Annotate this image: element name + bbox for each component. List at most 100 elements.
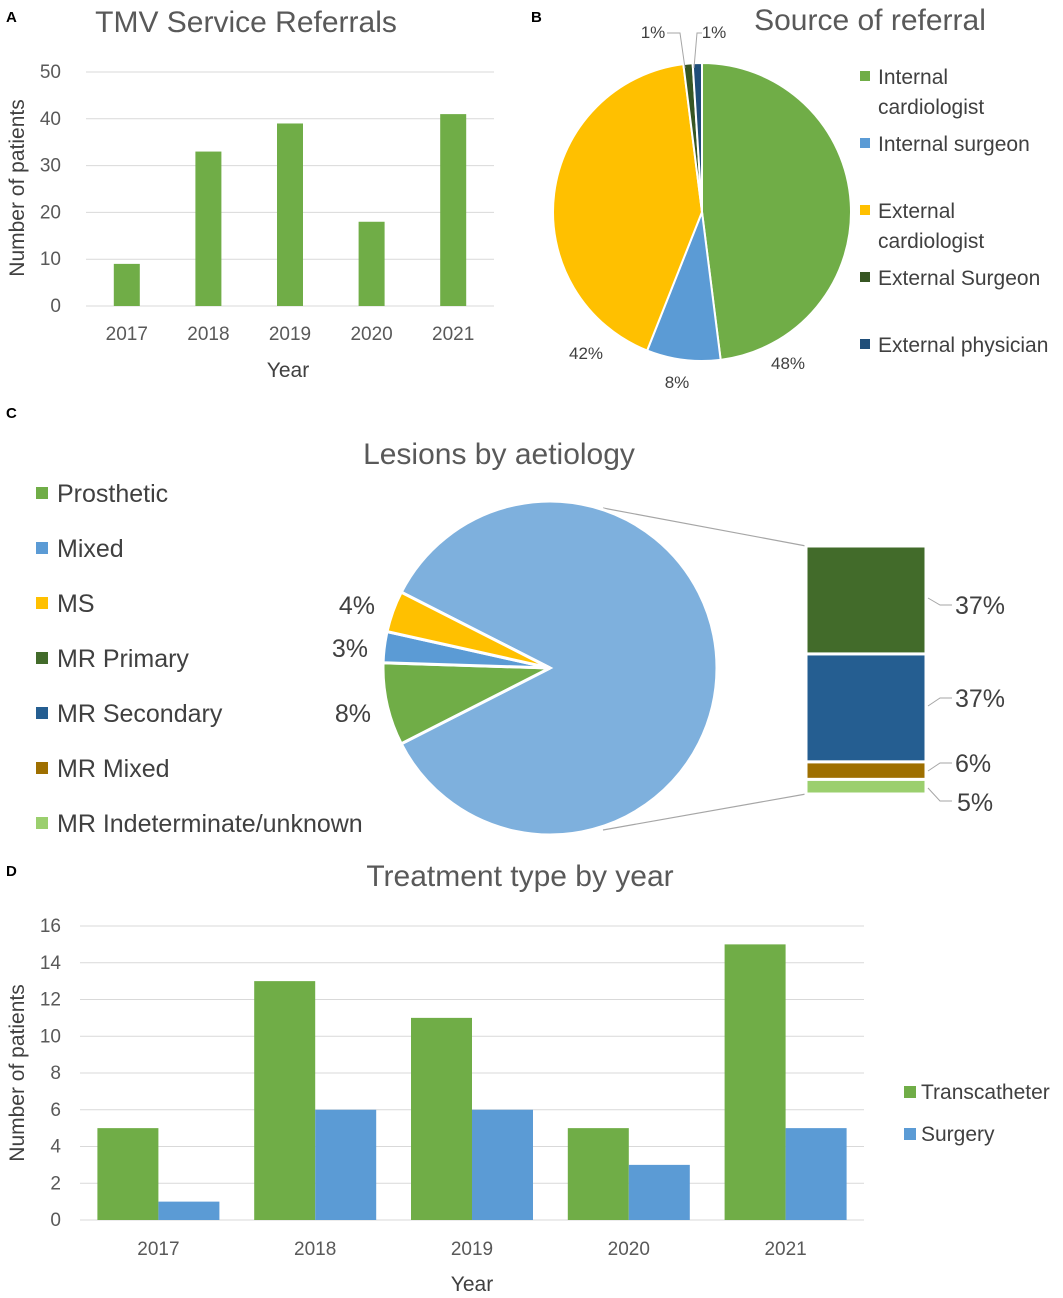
leader-line bbox=[927, 787, 952, 802]
x-tick-label: 2018 bbox=[187, 324, 229, 345]
x-tick-label: 2018 bbox=[294, 1239, 336, 1260]
legend-swatch bbox=[860, 339, 870, 349]
legend-swatch bbox=[36, 597, 48, 609]
leader-line bbox=[667, 32, 686, 69]
x-tick-label: 2017 bbox=[106, 324, 148, 345]
legend-swatch bbox=[860, 71, 870, 81]
stacked-bar-segment bbox=[804, 652, 928, 764]
bar-label: 37% bbox=[955, 685, 1005, 713]
y-tick-label: 50 bbox=[40, 62, 61, 83]
leader-line bbox=[927, 697, 952, 707]
legend-swatch bbox=[860, 138, 870, 148]
y-axis-label: Number of patients bbox=[6, 99, 29, 276]
legend-label: External Surgeon bbox=[878, 267, 1040, 290]
pie-slice-other bbox=[399, 499, 719, 837]
slice-label: 3% bbox=[332, 635, 368, 663]
legend-label: Internal surgeon bbox=[878, 133, 1030, 156]
pie-slice bbox=[701, 61, 852, 361]
panel-letter-c: C bbox=[6, 405, 17, 422]
legend-swatch bbox=[36, 762, 48, 774]
bar bbox=[411, 1017, 472, 1220]
bar bbox=[440, 114, 467, 307]
chart-title: Lesions by aetiology bbox=[363, 438, 635, 471]
x-axis-label: Year bbox=[267, 359, 309, 382]
panel-a-chart: TMV Service Referrals 0 10 20 30 40 50 2017 20… bbox=[6, 6, 494, 382]
chart-title: Treatment type by year bbox=[366, 860, 673, 893]
x-axis-label: Year bbox=[451, 1273, 493, 1296]
bar-label: 37% bbox=[955, 592, 1005, 620]
slice-label: 1% bbox=[702, 23, 727, 42]
y-tick-label: 10 bbox=[40, 1026, 61, 1047]
legend-swatch bbox=[904, 1128, 916, 1140]
y-tick-label: 10 bbox=[40, 249, 61, 270]
legend-label: Transcatheter bbox=[921, 1081, 1050, 1104]
leader-line bbox=[927, 597, 952, 606]
stacked-bar-segment bbox=[804, 777, 928, 796]
bar bbox=[195, 151, 222, 306]
legend-label: cardiologist bbox=[878, 96, 984, 119]
bar bbox=[158, 1201, 220, 1220]
slice-label: 8% bbox=[335, 700, 371, 728]
legend-swatch bbox=[860, 272, 870, 282]
stacked-bar-segment bbox=[804, 760, 928, 781]
legend-swatch bbox=[36, 817, 48, 829]
legend-swatch bbox=[36, 542, 48, 554]
legend-label: External physician bbox=[878, 334, 1048, 357]
legend-label: MS bbox=[57, 590, 95, 618]
legend-swatch bbox=[36, 487, 48, 499]
x-tick-label: 2020 bbox=[608, 1239, 650, 1260]
x-tick-label: 2020 bbox=[350, 324, 392, 345]
y-tick-label: 6 bbox=[50, 1100, 61, 1121]
bar bbox=[628, 1164, 690, 1220]
legend-label: External bbox=[878, 200, 955, 223]
x-tick-label: 2019 bbox=[269, 324, 311, 345]
connector-line bbox=[602, 793, 807, 831]
y-tick-label: 0 bbox=[50, 296, 61, 317]
y-tick-label: 12 bbox=[40, 990, 61, 1011]
panel-d-chart: Treatment type by year 0 2 4 6 8 10 12 14 16 201… bbox=[6, 860, 1050, 1296]
pie-slice bbox=[691, 61, 703, 213]
x-tick-label: 2021 bbox=[432, 324, 474, 345]
slice-label: 48% bbox=[771, 354, 805, 373]
panel-b-chart: Source of referral 48% 8% 42% 1% 1% Inte… bbox=[552, 4, 1048, 392]
x-tick-label: 2021 bbox=[764, 1239, 806, 1260]
panel-letter-b: B bbox=[531, 9, 542, 26]
slice-label: 1% bbox=[641, 23, 666, 42]
bar-label: 6% bbox=[955, 750, 991, 778]
panel-letter-d: D bbox=[6, 863, 17, 880]
bar bbox=[315, 1109, 377, 1220]
slice-label: 8% bbox=[665, 373, 690, 392]
legend-swatch bbox=[36, 652, 48, 664]
y-tick-label: 40 bbox=[40, 109, 61, 130]
y-tick-label: 14 bbox=[40, 953, 62, 974]
bar bbox=[472, 1109, 533, 1220]
panel-letter-a: A bbox=[6, 9, 17, 26]
y-tick-label: 2 bbox=[50, 1173, 61, 1194]
legend-swatch bbox=[36, 707, 48, 719]
bar bbox=[358, 221, 385, 306]
legend-label: MR Secondary bbox=[57, 700, 223, 728]
bar bbox=[724, 944, 786, 1220]
chart-title: TMV Service Referrals bbox=[95, 6, 397, 39]
pie-slice bbox=[552, 63, 704, 352]
legend-swatch bbox=[860, 205, 870, 215]
y-tick-label: 30 bbox=[40, 156, 61, 177]
x-tick-label: 2017 bbox=[137, 1239, 179, 1260]
y-tick-label: 0 bbox=[50, 1210, 61, 1231]
y-axis-label: Number of patients bbox=[6, 984, 29, 1161]
bar bbox=[254, 981, 316, 1220]
bar bbox=[113, 263, 140, 306]
legend-swatch bbox=[904, 1086, 916, 1098]
legend-label: MR Indeterminate/unknown bbox=[57, 810, 363, 838]
x-tick-label: 2019 bbox=[451, 1239, 493, 1260]
bar bbox=[567, 1128, 629, 1220]
legend-label: Prosthetic bbox=[57, 480, 168, 508]
y-tick-label: 4 bbox=[50, 1137, 61, 1158]
bar bbox=[785, 1128, 847, 1220]
legend-label: MR Mixed bbox=[57, 755, 170, 783]
legend-label: Internal bbox=[878, 66, 948, 89]
pie-slice bbox=[385, 590, 551, 670]
y-tick-label: 8 bbox=[50, 1063, 61, 1084]
panel-c-chart: Lesions by aetiology Prosthetic Mixed MS… bbox=[36, 438, 1005, 838]
leader-line bbox=[927, 762, 952, 772]
